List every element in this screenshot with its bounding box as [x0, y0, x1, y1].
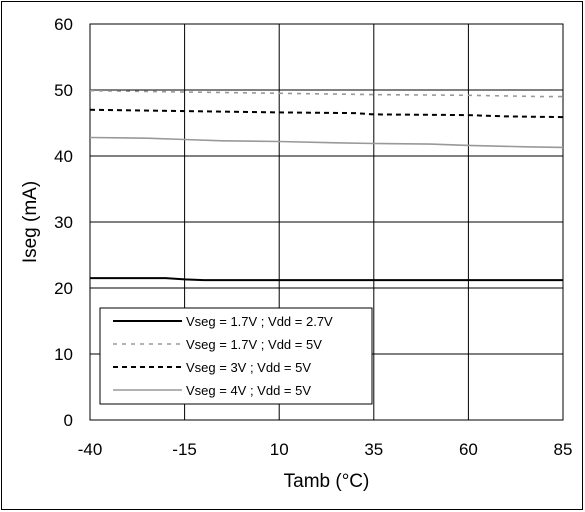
series-line-1	[90, 277, 563, 282]
legend-label: Vseg = 3V ; Vdd = 5V	[186, 360, 311, 375]
grid	[89, 23, 564, 421]
series-line-3	[89, 108, 564, 119]
y-tick-label: 30	[54, 213, 73, 232]
legend-label: Vseg = 1.7V ; Vdd = 2.7V	[186, 314, 333, 329]
y-tick-label: 10	[54, 345, 73, 364]
x-tick-label: 85	[554, 440, 573, 459]
legend-label: Vseg = 4V ; Vdd = 5V	[186, 383, 311, 398]
axis-ticks: 0 10 20 30 40 50 60 -40 -15 10 35 60 85	[54, 15, 572, 459]
y-tick-label: 20	[54, 279, 73, 298]
y-tick-label: 50	[54, 81, 73, 100]
legend: Vseg = 1.7V ; Vdd = 2.7V Vseg = 1.7V ; Vd…	[99, 307, 373, 405]
legend-box	[99, 307, 373, 405]
legend-label: Vseg = 1.7V ; Vdd = 5V	[186, 337, 322, 352]
series-layer	[89, 89, 564, 282]
y-axis-title: Iseg (mA)	[20, 181, 41, 263]
x-tick-label: 10	[270, 440, 289, 459]
y-tick-label: 60	[54, 15, 73, 34]
y-tick-label: 40	[54, 147, 73, 166]
x-axis-title: Tamb (°C)	[284, 471, 370, 492]
y-tick-label: 0	[64, 411, 73, 430]
x-tick-label: -40	[78, 440, 103, 459]
x-tick-label: -15	[172, 440, 197, 459]
x-tick-label: 35	[364, 440, 383, 459]
series-line-4	[89, 136, 564, 149]
x-tick-label: 60	[459, 440, 478, 459]
